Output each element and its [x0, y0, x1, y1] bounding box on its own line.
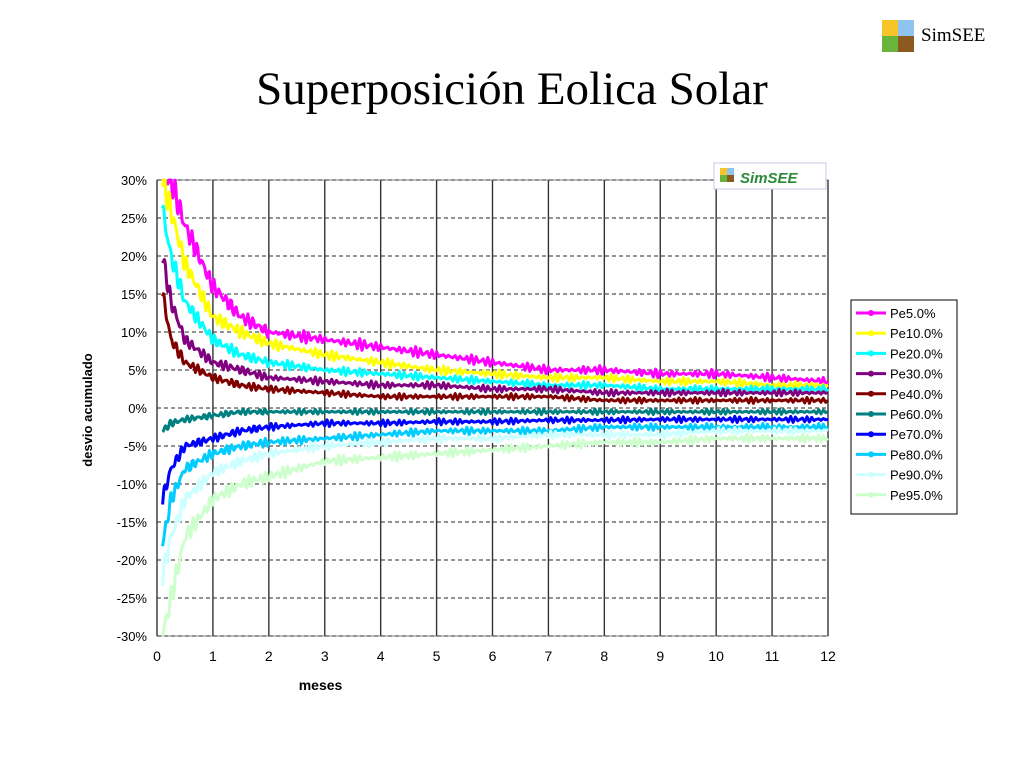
y-tick-label: 30% [121, 173, 147, 188]
legend-marker [868, 390, 874, 397]
series-line-6 [161, 407, 829, 434]
x-tick-label: 12 [820, 648, 836, 664]
series-line-10 [161, 433, 829, 638]
simsee-watermark: SimSEE [713, 162, 827, 190]
x-tick-label: 6 [489, 648, 497, 664]
series-line-7 [161, 414, 829, 505]
legend-label: Pe30.0% [890, 367, 943, 382]
legend-label: Pe90.0% [890, 468, 943, 483]
series-line-8 [161, 422, 829, 547]
watermark-logo-icon [727, 168, 734, 175]
legend-label: Pe5.0% [890, 306, 936, 321]
y-tick-label: 20% [121, 249, 147, 264]
y-tick-label: 10% [121, 325, 147, 340]
legend-label: Pe40.0% [890, 387, 943, 402]
x-tick-label: 11 [765, 648, 780, 664]
legend-label: Pe60.0% [890, 407, 943, 422]
slide-title: Superposición Eolica Solar [256, 63, 768, 115]
y-axis-title: desvio acumulado [80, 353, 95, 466]
legend-marker [868, 330, 874, 337]
simsee-logo-icon [882, 20, 914, 52]
series-line-2 [161, 178, 829, 391]
x-tick-label: 7 [545, 648, 553, 664]
legend-marker [868, 431, 874, 438]
legend-label: Pe20.0% [890, 346, 943, 361]
watermark-logo-icon [727, 175, 734, 182]
x-tick-label: 1 [209, 648, 217, 664]
y-tick-label: -15% [117, 515, 148, 530]
legend-label: Pe10.0% [890, 326, 943, 341]
y-tick-label: 0% [128, 401, 147, 416]
legend-marker [868, 411, 874, 417]
x-tick-label: 3 [321, 648, 329, 664]
legend-box [850, 299, 958, 515]
legend-marker [868, 350, 874, 357]
series-line-3 [161, 204, 830, 394]
watermark-logo-icon [720, 168, 727, 175]
x-tick-label: 5 [433, 648, 441, 664]
y-tick-label: -10% [117, 477, 148, 492]
legend-marker [868, 471, 874, 478]
series-line-1 [161, 178, 830, 387]
y-tick-label: -25% [117, 591, 148, 606]
legend: Pe5.0% Pe10.0% Pe20.0% Pe30.0% Pe40.0% Pe60.0… [850, 299, 958, 515]
series-line-9 [161, 425, 829, 586]
y-tick-label: 5% [128, 363, 147, 378]
y-tick-label: -5% [124, 439, 148, 454]
x-tick-label: 2 [265, 648, 273, 664]
legend-marker [868, 451, 874, 458]
legend-marker [868, 310, 874, 316]
legend-marker [868, 491, 874, 498]
legend-label: Pe95.0% [890, 488, 943, 503]
series-line-4 [161, 258, 829, 398]
legend-label: Pe80.0% [890, 447, 943, 462]
y-tick-label: 15% [121, 287, 147, 302]
x-tick-label: 10 [708, 648, 724, 664]
x-tick-label: 8 [600, 648, 608, 664]
legend-label: Pe70.0% [890, 427, 943, 442]
watermark-text: SimSEE [740, 170, 799, 187]
series-line-5 [161, 292, 829, 405]
x-tick-label: 9 [656, 648, 664, 664]
y-tick-label: -20% [117, 553, 148, 568]
brand-text: SimSEE [921, 25, 986, 46]
x-tick-label: 4 [377, 648, 385, 664]
y-tick-label: -30% [117, 629, 148, 644]
y-tick-label: 25% [121, 211, 147, 226]
x-axis-title: meses [299, 677, 343, 693]
watermark-logo-icon [720, 175, 727, 182]
simsee-brand: SimSEE [882, 20, 985, 52]
x-tick-label: 0 [153, 648, 161, 664]
legend-marker [868, 370, 874, 377]
